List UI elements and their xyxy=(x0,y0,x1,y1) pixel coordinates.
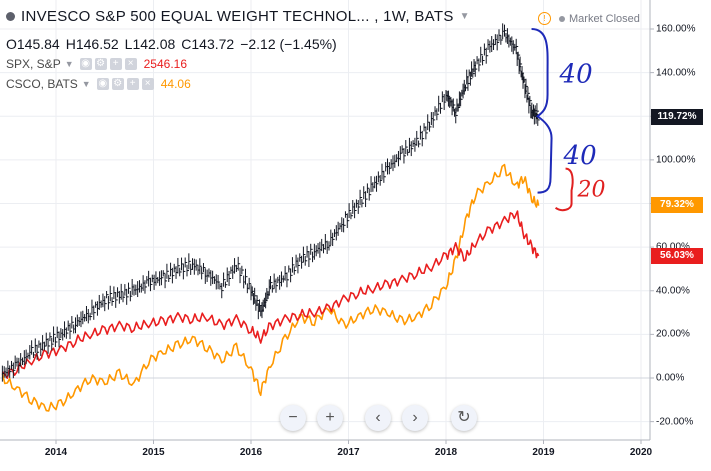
settings-icon[interactable]: ⚙ xyxy=(111,78,124,90)
ohlc-change: −2.12 (−1.45%) xyxy=(240,36,337,52)
add-icon[interactable]: + xyxy=(126,78,139,90)
symbol-title-row[interactable]: INVESCO S&P 500 EQUAL WEIGHT TECHNOL... … xyxy=(6,7,470,25)
annotation-text: 20 xyxy=(577,177,606,202)
settings-icon[interactable]: ⚙ xyxy=(94,58,107,70)
comparison-name-spx[interactable]: SPX, S&P xyxy=(6,57,61,71)
annotation-red-bracket xyxy=(554,167,574,212)
market-status: ! Market Closed xyxy=(538,12,640,25)
y-tick-label: 160.00% xyxy=(656,23,696,35)
ohlc-close: C143.72 xyxy=(181,36,235,52)
warning-icon[interactable]: ! xyxy=(538,12,551,25)
x-tick-label: 2020 xyxy=(629,447,653,458)
y-tick-label: 100.00% xyxy=(656,154,696,166)
ohlc-open: O145.84 xyxy=(6,36,60,52)
chevron-down-icon[interactable]: ▼ xyxy=(81,79,91,89)
annotation-text: 40 xyxy=(559,60,593,90)
y-tick-label: 40.00% xyxy=(656,285,690,297)
market-status-label: Market Closed xyxy=(569,12,640,25)
ohlc-high: H146.52 xyxy=(65,36,119,52)
ohlc-low: L142.08 xyxy=(124,36,176,52)
x-tick-label: 2016 xyxy=(239,447,263,458)
last-price-label: 56.03% xyxy=(651,247,703,264)
x-tick-label: 2019 xyxy=(532,447,555,458)
comparison-row-spx[interactable]: SPX, S&P ▼ ◉ ⚙ + × 2546.16 xyxy=(6,55,187,73)
y-tick-label: 140.00% xyxy=(656,67,696,79)
x-tick-label: 2015 xyxy=(142,447,165,458)
close-icon[interactable]: × xyxy=(141,78,154,90)
y-tick-label: -20.00% xyxy=(656,416,694,428)
chevron-down-icon[interactable]: ▼ xyxy=(459,10,470,22)
add-icon[interactable]: + xyxy=(109,58,122,70)
eye-icon[interactable]: ◉ xyxy=(79,58,92,70)
reset-chart-button[interactable]: ↻ xyxy=(451,405,477,431)
grid xyxy=(0,0,654,444)
x-tick-label: 2018 xyxy=(434,447,458,458)
comparison-name-csco[interactable]: CSCO, BATS xyxy=(6,77,78,91)
comparison-row-csco[interactable]: CSCO, BATS ▼ ◉ ⚙ + × 44.06 xyxy=(6,75,191,93)
series-2 xyxy=(1,163,540,412)
last-price-label: 119.72% xyxy=(651,108,703,125)
chevron-down-icon[interactable]: ▼ xyxy=(64,59,74,69)
y-tick-label: 20.00% xyxy=(656,328,690,340)
series-line xyxy=(1,163,540,412)
scroll-right-button[interactable]: › xyxy=(402,405,428,431)
zoom-in-button[interactable]: + xyxy=(317,405,343,431)
comparison-value-csco: 44.06 xyxy=(160,77,191,91)
close-icon[interactable]: × xyxy=(124,58,137,70)
series-1 xyxy=(1,210,540,379)
y-tick-label: 0.00% xyxy=(656,372,685,384)
x-tick-label: 2014 xyxy=(44,447,68,458)
series-line xyxy=(1,210,540,379)
x-tick-label: 2017 xyxy=(337,447,360,458)
series-0 xyxy=(1,23,540,382)
ohlc-row: O145.84 H146.52 L142.08 C143.72 −2.12 (−… xyxy=(6,35,343,53)
series-layer xyxy=(1,23,540,412)
market-closed-dot-icon xyxy=(559,15,565,22)
y-tick-label: 60.00% xyxy=(656,242,690,253)
annotation-text: 40 xyxy=(563,141,597,171)
scroll-left-button[interactable]: ‹ xyxy=(365,405,391,431)
eye-icon[interactable]: ◉ xyxy=(96,78,109,90)
comparison-value-spx: 2546.16 xyxy=(143,57,188,71)
last-price-label: 79.32% xyxy=(651,196,703,213)
annotations-layer: 40 40 20 xyxy=(531,28,606,212)
annotation-blue-bracket xyxy=(531,28,553,194)
symbol-status-dot xyxy=(6,11,15,21)
symbol-title[interactable]: INVESCO S&P 500 EQUAL WEIGHT TECHNOL... … xyxy=(21,7,454,25)
zoom-out-button[interactable]: − xyxy=(280,405,306,431)
